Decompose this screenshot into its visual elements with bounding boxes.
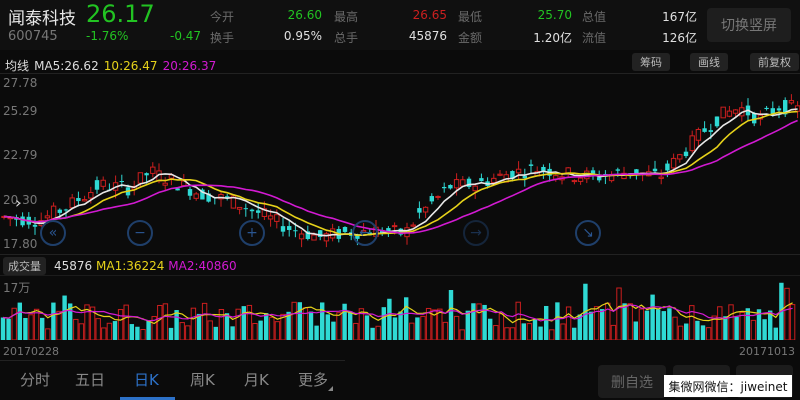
- tab-five-day[interactable]: 五日: [75, 371, 106, 389]
- tab-monthly-k[interactable]: 月K: [244, 371, 269, 389]
- stat-value-high: 26.65: [412, 8, 447, 22]
- price-axis-label: 22.79: [3, 148, 38, 162]
- stat-value-float: 126亿: [662, 31, 697, 45]
- quote-header: 闻泰科技 600745 26.17 -1.76% -0.47 今开 26.60 …: [0, 0, 800, 50]
- volume-value: 45876: [54, 259, 93, 273]
- ma-label: 均线: [5, 59, 30, 73]
- stat-label-mktcap: 总值: [582, 10, 607, 24]
- stat-value-volume: 45876: [408, 29, 447, 43]
- stat-label-high: 最高: [334, 10, 359, 24]
- tab-intraday[interactable]: 分时: [20, 371, 51, 389]
- collapse-icon[interactable]: ↘: [575, 220, 601, 246]
- remove-watchlist-button[interactable]: 删自选: [598, 365, 666, 398]
- stat-label-turnover: 换手: [210, 31, 235, 45]
- scroll-left-icon[interactable]: ←: [352, 220, 378, 246]
- period-tabs: 分时 五日 日K 周K 月K 更多: [0, 360, 345, 400]
- stat-label-open: 今开: [210, 10, 235, 24]
- switch-portrait-button[interactable]: 切换竖屏: [707, 8, 791, 42]
- more-dropdown-icon: [328, 386, 333, 391]
- current-price: 26.17: [86, 0, 155, 28]
- stat-value-turnover: 0.95%: [283, 29, 322, 43]
- stock-code: 600745: [8, 29, 58, 44]
- volume-ma1: MA1:36224: [96, 259, 165, 273]
- forward-adjust-button[interactable]: 前复权: [750, 53, 799, 71]
- volume-indicator-bar: 成交量 45876 MA1:36224 MA2:40860: [0, 254, 800, 276]
- price-axis-label: 25.29: [3, 104, 38, 118]
- volume-axis-max: 17万: [3, 281, 31, 295]
- change-amount: -0.47: [170, 29, 202, 43]
- stat-value-amount: 1.20亿: [533, 31, 572, 45]
- zoom-in-icon[interactable]: +: [239, 220, 265, 246]
- tab-more[interactable]: 更多: [298, 371, 329, 389]
- price-axis-label: 27.78: [3, 76, 38, 90]
- ma5-value: MA5:26.62: [34, 59, 99, 73]
- stat-value-open: 26.60: [287, 8, 322, 22]
- volume-chart[interactable]: [0, 276, 800, 340]
- stat-label-volume: 总手: [334, 31, 359, 45]
- zoom-out-icon[interactable]: −: [127, 220, 153, 246]
- end-date: 20171013: [739, 345, 795, 358]
- scroll-right-icon[interactable]: →: [463, 220, 489, 246]
- change-percent: -1.76%: [86, 29, 129, 43]
- scroll-far-left-icon[interactable]: «: [40, 220, 66, 246]
- candlestick-chart[interactable]: [0, 74, 800, 254]
- expand-left-arrow-icon[interactable]: ›: [15, 193, 22, 212]
- stat-label-float: 流值: [582, 31, 607, 45]
- stock-name: 闻泰科技: [8, 9, 76, 29]
- start-date: 20170228: [3, 345, 59, 358]
- stat-value-mktcap: 167亿: [662, 10, 697, 24]
- chips-button[interactable]: 筹码: [632, 53, 670, 71]
- stat-label-low: 最低: [458, 10, 483, 24]
- stat-value-low: 25.70: [537, 8, 572, 22]
- tab-weekly-k[interactable]: 周K: [190, 371, 215, 389]
- price-axis-label: 17.80: [3, 237, 38, 251]
- volume-indicator-button[interactable]: 成交量: [3, 257, 46, 275]
- volume-ma2: MA2:40860: [168, 259, 237, 273]
- draw-line-button[interactable]: 画线: [690, 53, 728, 71]
- stat-label-amount: 金额: [458, 31, 483, 45]
- active-tab-indicator: [120, 397, 175, 400]
- ma10-value: 10:26.47: [103, 59, 158, 73]
- watermark: 集微网微信：jiweinet: [664, 375, 792, 397]
- ma20-value: 20:26.37: [162, 59, 217, 73]
- ma-indicator-bar: 均线 MA5:26.62 10:26.47 20:26.37 筹码 画线 前复权: [0, 50, 800, 74]
- tab-daily-k[interactable]: 日K: [134, 371, 159, 389]
- price-axis-label: 20.30: [3, 193, 38, 207]
